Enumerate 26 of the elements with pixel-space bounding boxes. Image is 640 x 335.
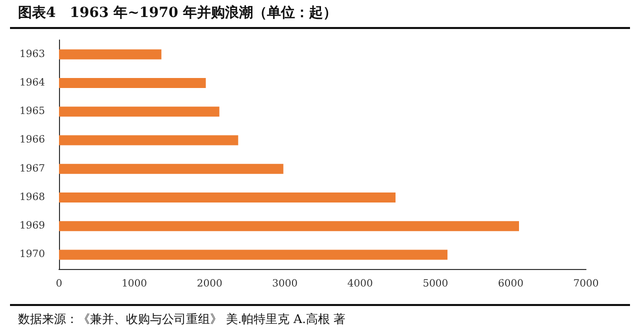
- x-tick-label: 1000: [122, 278, 148, 290]
- y-tick-label: 1969: [20, 220, 45, 232]
- x-tick-label: 2000: [196, 278, 222, 290]
- bar: [59, 192, 396, 202]
- x-tick-label: 7000: [573, 278, 599, 290]
- bar: [59, 49, 162, 60]
- bar: [59, 250, 448, 260]
- y-tick-label: 1963: [20, 48, 45, 60]
- y-tick-label: 1968: [20, 192, 45, 203]
- source-note: 数据来源：《兼并、收购与公司重组》 美.帕特里克 A.高根 著: [18, 311, 346, 328]
- x-tick-label: 3000: [272, 278, 298, 290]
- chart-title: 图表4 1963 年~1970 年并购浪潮（单位：起）: [18, 4, 338, 22]
- x-tick-label: 0: [56, 278, 62, 290]
- y-tick-label: 1964: [20, 77, 45, 88]
- bar: [59, 78, 206, 88]
- y-tick-label: 1966: [20, 134, 45, 146]
- y-tick-label: 1965: [20, 106, 45, 118]
- bar: [59, 106, 220, 117]
- x-tick-label: 6000: [498, 278, 524, 290]
- x-tick-label: 5000: [422, 278, 448, 290]
- y-tick-label: 1970: [20, 249, 45, 260]
- bar: [59, 135, 238, 146]
- y-tick-label: 1967: [20, 163, 45, 174]
- bar: [59, 221, 519, 232]
- x-tick-label: 4000: [347, 278, 373, 290]
- bar: [59, 164, 284, 174]
